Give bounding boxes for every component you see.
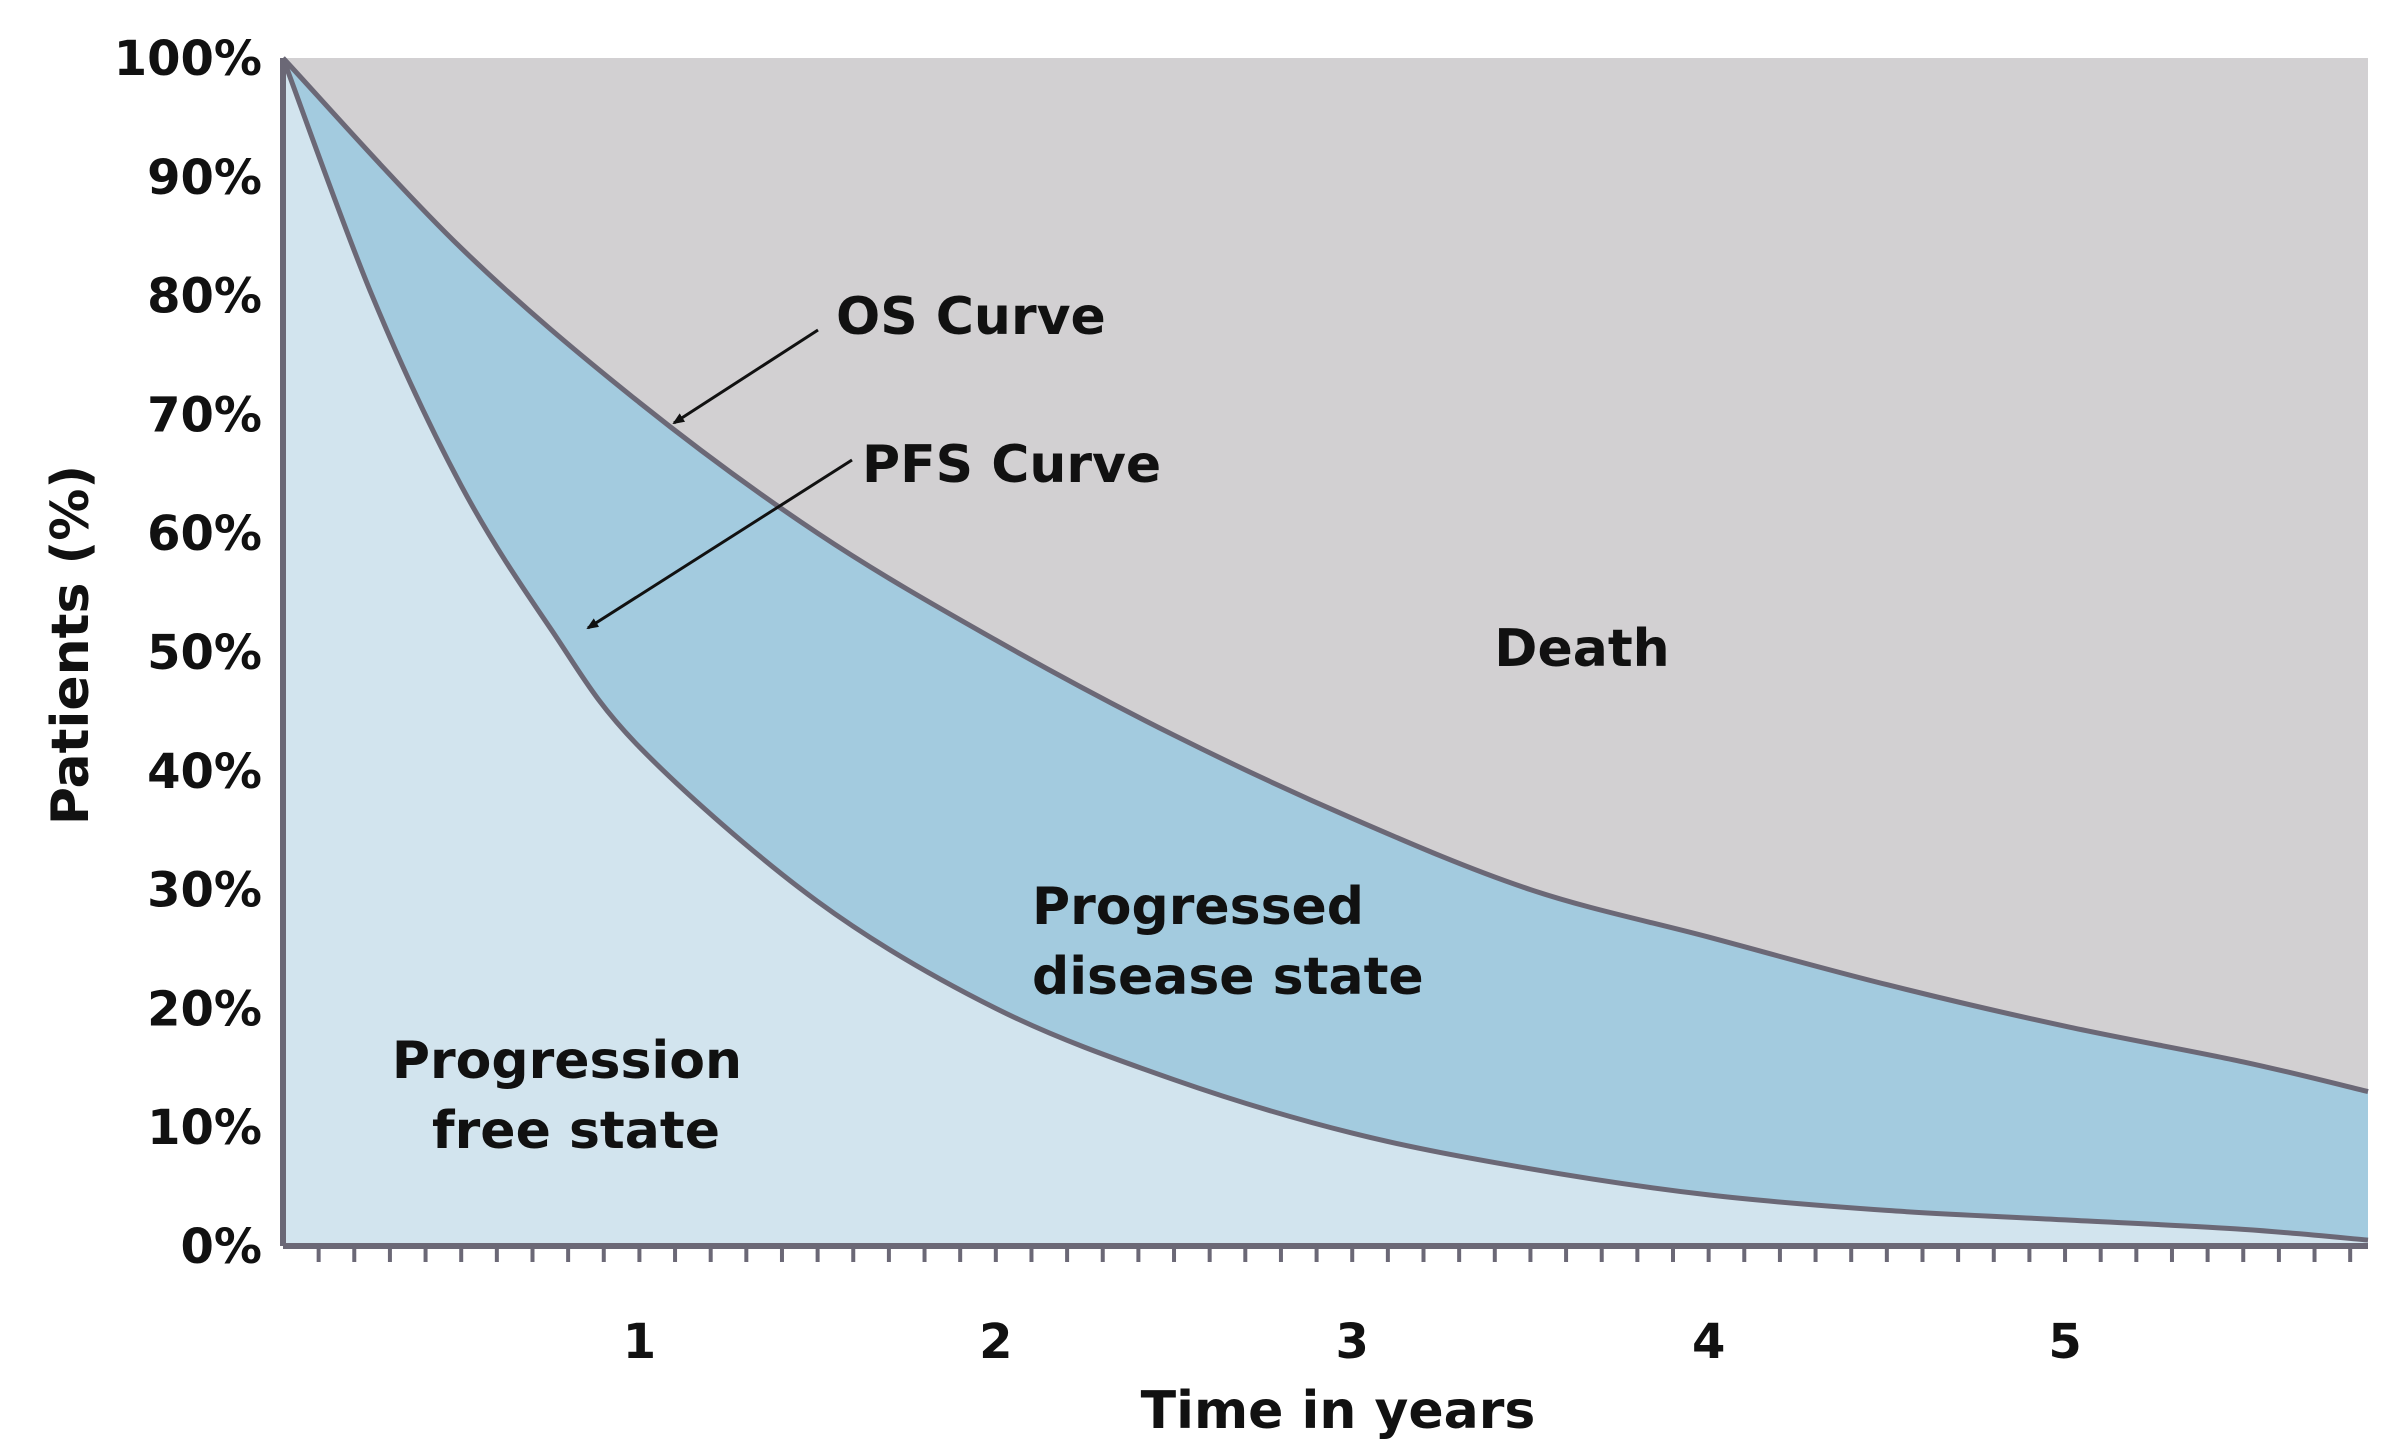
x-axis-title: Time in years bbox=[1141, 1381, 1536, 1441]
x-tick-label: 1 bbox=[623, 1314, 656, 1370]
pfs-callout-arrow bbox=[586, 458, 853, 630]
pfs-callout: PFS Curve bbox=[586, 435, 1161, 630]
x-tick-label: 2 bbox=[979, 1314, 1012, 1370]
x-tick-label: 5 bbox=[2048, 1314, 2081, 1370]
pfs-callout-label: PFS Curve bbox=[862, 435, 1161, 495]
os-curve-line bbox=[281, 56, 2369, 1095]
y-tick-label: 20% bbox=[147, 981, 262, 1037]
os-callout: OS Curve bbox=[672, 287, 1106, 425]
os-callout-arrow bbox=[672, 328, 819, 425]
y-tick-label: 70% bbox=[147, 387, 262, 443]
y-tick-label: 90% bbox=[147, 150, 262, 206]
y-axis-title: Patients (%) bbox=[41, 465, 101, 825]
curves-layer bbox=[280, 56, 2369, 1243]
region-label-progression-free: Progression free state bbox=[392, 1031, 760, 1161]
os-callout-label: OS Curve bbox=[836, 287, 1106, 347]
y-tick-label: 80% bbox=[147, 269, 262, 325]
y-tick-label: 30% bbox=[147, 863, 262, 919]
x-tick-label: 3 bbox=[1336, 1314, 1369, 1370]
progression-free-region bbox=[283, 58, 2368, 1246]
y-tick-labels: 0% 10% 20% 30% 40% 50% 60% 70% 80% 90% 100% bbox=[114, 31, 262, 1275]
y-tick-label: 100% bbox=[114, 31, 262, 87]
y-tick-label: 40% bbox=[147, 744, 262, 800]
x-tick-labels: 1 2 3 4 5 bbox=[623, 1314, 2082, 1370]
y-tick-label: 60% bbox=[147, 506, 262, 562]
y-tick-label: 0% bbox=[181, 1219, 263, 1275]
region-label-death: Death bbox=[1494, 619, 1669, 679]
region-label-progressed: Progressed disease state bbox=[1032, 877, 1424, 1007]
pfs-curve-line bbox=[280, 57, 2369, 1243]
axes-layer bbox=[280, 58, 2368, 1262]
y-tick-label: 50% bbox=[147, 625, 262, 681]
y-tick-label: 10% bbox=[147, 1100, 262, 1156]
x-tick-label: 4 bbox=[1692, 1314, 1725, 1370]
regions-layer bbox=[283, 58, 2368, 1246]
